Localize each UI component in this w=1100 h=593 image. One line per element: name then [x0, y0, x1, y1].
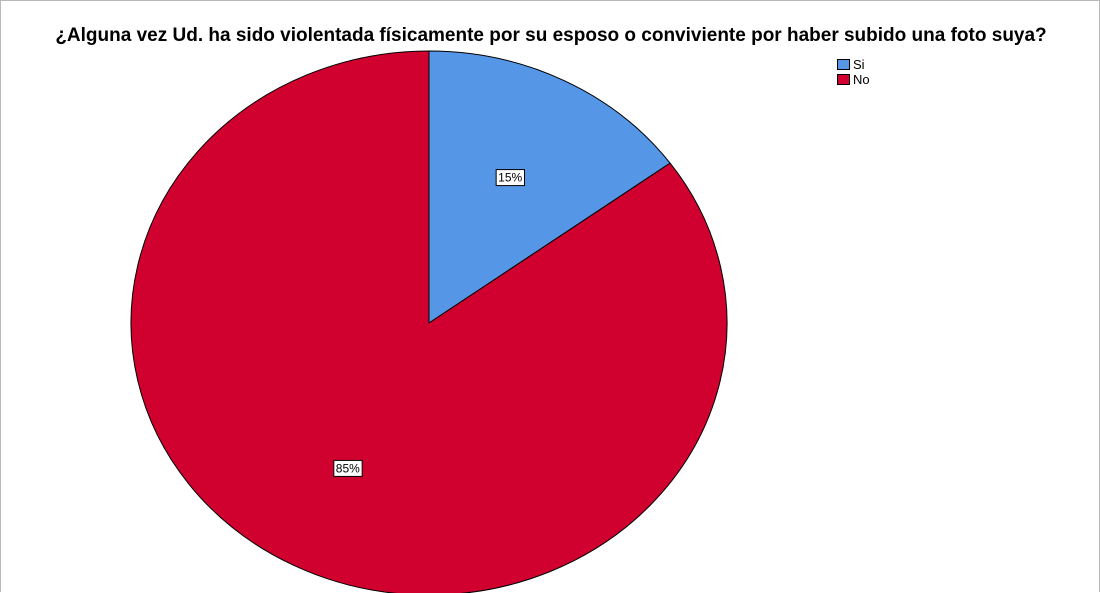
pie-slice-no [130, 50, 728, 593]
pie-slices [130, 50, 728, 593]
data-label-box-si [495, 169, 526, 187]
chart-title: ¿Alguna vez Ud. ha sido violentada físic… [55, 25, 1047, 46]
legend-swatch-si [837, 59, 850, 70]
data-label-box-no [333, 459, 363, 477]
legend-swatch-no [837, 74, 850, 85]
legend-label-si: Si [853, 57, 865, 72]
pie-slice-si [428, 50, 671, 324]
legend-item-si: Si [837, 57, 870, 72]
data-label-no: 85% [333, 459, 363, 477]
pie-data-labels: 15% 85% [333, 169, 526, 477]
legend-item-no: No [837, 72, 870, 87]
legend: Si No [837, 57, 870, 87]
data-label-text-no: 85% [336, 461, 360, 475]
legend-label-no: No [853, 72, 870, 87]
data-label-text-si: 15% [498, 171, 522, 185]
data-label-si: 15% [495, 169, 526, 187]
